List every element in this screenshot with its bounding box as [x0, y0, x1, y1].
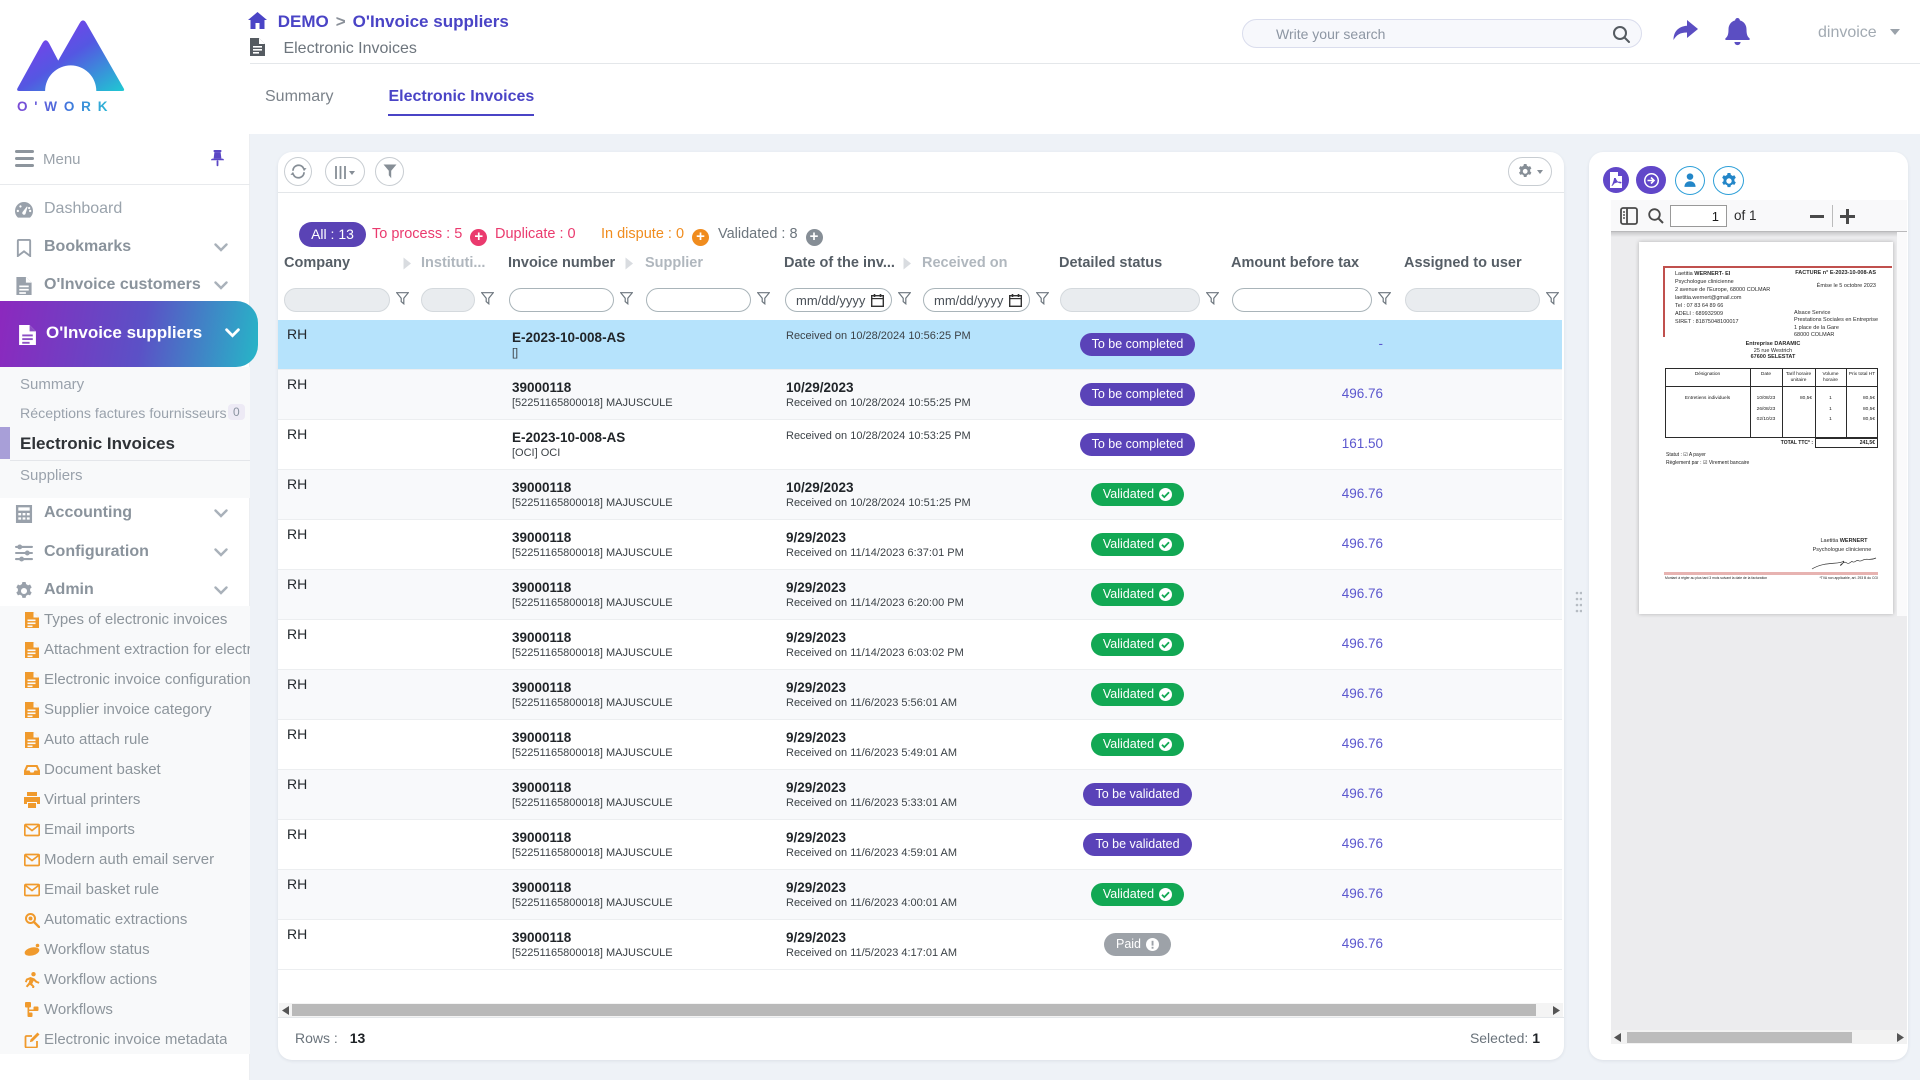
svg-text:O'WORK: O'WORK: [17, 99, 114, 114]
